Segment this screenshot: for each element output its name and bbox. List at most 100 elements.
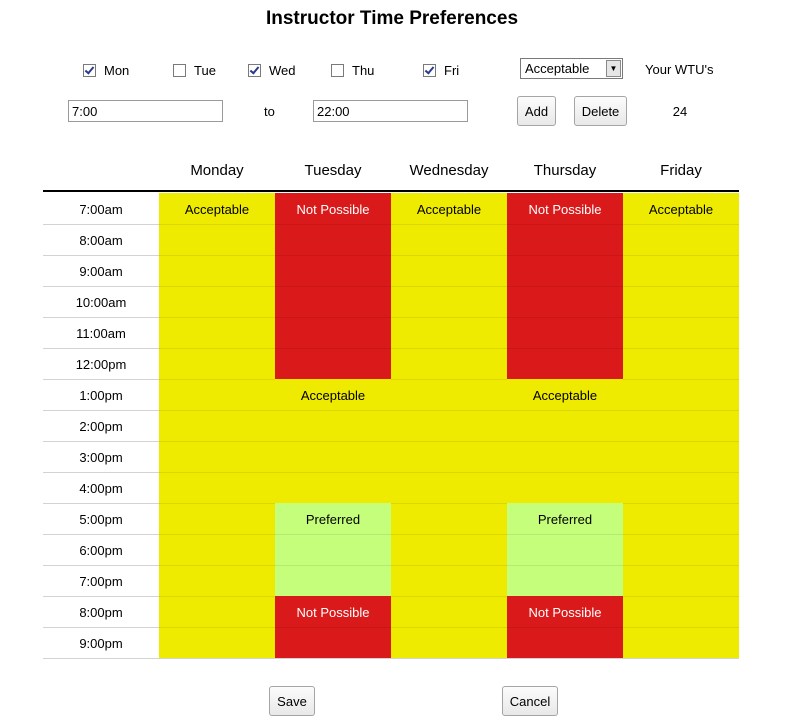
day-label: Thu [352, 62, 375, 78]
column-header-tuesday: Tuesday [304, 162, 362, 179]
block-hour-line [391, 317, 507, 318]
block-hour-line [623, 472, 739, 473]
schedule-block-not-possible[interactable]: Not Possible [275, 193, 391, 379]
block-hour-line [159, 286, 275, 287]
block-hour-line [275, 627, 391, 628]
schedule-block-acceptable[interactable]: Acceptable [507, 379, 623, 503]
schedule-block-label: Acceptable [532, 388, 598, 403]
time-label: 10:00am [75, 295, 127, 310]
checkbox-box[interactable] [173, 63, 186, 77]
time-label: 5:00pm [79, 512, 123, 527]
block-hour-line [159, 410, 275, 411]
block-hour-line [275, 224, 391, 225]
block-hour-line [623, 410, 739, 411]
schedule-block-preferred[interactable]: Preferred [507, 503, 623, 596]
wtu-label: Your WTU's [645, 62, 714, 77]
block-hour-line [159, 534, 275, 535]
block-hour-line [623, 441, 739, 442]
block-hour-line [391, 534, 507, 535]
block-hour-line [623, 534, 739, 535]
schedule-block-not-possible[interactable]: Not Possible [275, 596, 391, 658]
block-hour-line [391, 286, 507, 287]
delete-button[interactable]: Delete [574, 96, 627, 126]
time-label: 9:00am [79, 264, 123, 279]
time-label: 9:00pm [79, 636, 123, 651]
day-label: Mon [104, 62, 130, 78]
checkbox-box[interactable] [248, 63, 261, 77]
block-hour-line [507, 224, 623, 225]
block-hour-line [623, 627, 739, 628]
time-label: 8:00pm [79, 605, 123, 620]
block-hour-line [391, 255, 507, 256]
time-label: 6:00pm [79, 543, 123, 558]
day-label: Fri [444, 62, 460, 78]
schedule-block-label: Not Possible [296, 202, 370, 217]
time-label: 2:00pm [79, 419, 123, 434]
block-hour-line [507, 627, 623, 628]
checkbox-box[interactable] [331, 63, 344, 77]
end-time-input[interactable] [313, 100, 468, 122]
block-hour-line [391, 565, 507, 566]
day-checkbox-thu[interactable]: Thu [331, 62, 374, 78]
block-hour-line [623, 565, 739, 566]
to-label: to [264, 104, 275, 119]
chevron-down-icon[interactable]: ▼ [606, 60, 621, 77]
block-hour-line [391, 379, 507, 380]
add-button[interactable]: Add [517, 96, 556, 126]
block-hour-line [391, 503, 507, 504]
cancel-button[interactable]: Cancel [502, 686, 558, 716]
day-checkbox-wed[interactable]: Wed [248, 62, 296, 78]
schedule-block-label: Acceptable [416, 202, 482, 217]
day-checkbox-tue[interactable]: Tue [173, 62, 216, 78]
schedule-block-acceptable[interactable]: Acceptable [391, 193, 507, 658]
time-label: 3:00pm [79, 450, 123, 465]
schedule-block-preferred[interactable]: Preferred [275, 503, 391, 596]
block-hour-line [623, 503, 739, 504]
block-hour-line [507, 348, 623, 349]
schedule-block-label: Not Possible [296, 605, 370, 620]
block-hour-line [507, 410, 623, 411]
block-hour-line [623, 255, 739, 256]
block-hour-line [391, 472, 507, 473]
block-hour-line [623, 224, 739, 225]
schedule-block-not-possible[interactable]: Not Possible [507, 193, 623, 379]
schedule-block-label: Not Possible [528, 202, 602, 217]
time-label: 8:00am [79, 233, 123, 248]
wtu-value: 24 [672, 104, 688, 119]
day-label: Tue [194, 62, 216, 78]
block-hour-line [159, 255, 275, 256]
schedule-block-label: Acceptable [300, 388, 366, 403]
block-hour-line [623, 379, 739, 380]
block-hour-line [275, 410, 391, 411]
column-header-thursday: Thursday [533, 162, 597, 179]
schedule-block-not-possible[interactable]: Not Possible [507, 596, 623, 658]
block-hour-line [507, 565, 623, 566]
checkbox-box[interactable] [83, 63, 96, 77]
schedule-block-acceptable[interactable]: Acceptable [275, 379, 391, 503]
column-header-wednesday: Wednesday [409, 162, 489, 179]
time-label: 1:00pm [79, 388, 123, 403]
day-label: Wed [269, 62, 296, 78]
block-hour-line [275, 534, 391, 535]
block-hour-line [159, 348, 275, 349]
start-time-input[interactable] [68, 100, 223, 122]
schedule-block-acceptable[interactable]: Acceptable [623, 193, 739, 658]
block-hour-line [275, 441, 391, 442]
preference-select[interactable]: Acceptable ▼ [520, 58, 623, 79]
schedule-block-label: Preferred [537, 512, 593, 527]
block-hour-line [623, 596, 739, 597]
block-hour-line [275, 286, 391, 287]
block-hour-line [159, 627, 275, 628]
time-label: 7:00am [79, 202, 123, 217]
schedule-block-label: Acceptable [184, 202, 250, 217]
day-checkbox-fri[interactable]: Fri [423, 62, 459, 78]
schedule-block-acceptable[interactable]: Acceptable [159, 193, 275, 658]
block-hour-line [159, 441, 275, 442]
save-button[interactable]: Save [269, 686, 315, 716]
block-hour-line [507, 255, 623, 256]
block-hour-line [623, 348, 739, 349]
preference-select-value: Acceptable [525, 61, 590, 76]
checkbox-box[interactable] [423, 63, 436, 77]
block-hour-line [507, 286, 623, 287]
day-checkbox-mon[interactable]: Mon [83, 62, 129, 78]
